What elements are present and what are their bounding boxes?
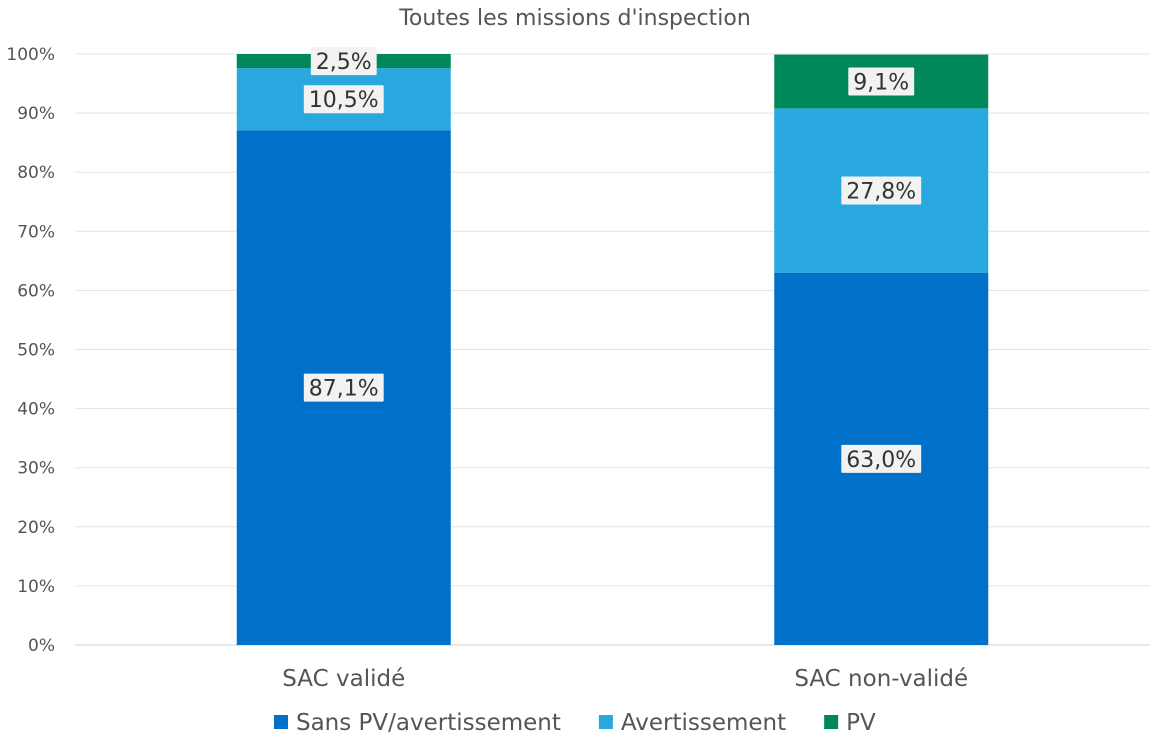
y-axis: 0% 10% 20% 30% 40% 50% 60% 70% 80% 90% 100% bbox=[6, 45, 55, 656]
data-label: 2,5% bbox=[310, 47, 377, 76]
data-label: 9,1% bbox=[848, 67, 915, 96]
y-tick-label: 60% bbox=[17, 281, 55, 301]
chart-title: Toutes les missions d'inspection bbox=[398, 6, 751, 31]
legend-swatch bbox=[824, 715, 839, 729]
y-tick-label: 30% bbox=[17, 459, 55, 479]
data-label-text: 63,0% bbox=[846, 448, 916, 473]
y-tick-label: 20% bbox=[17, 518, 55, 538]
gridlines bbox=[75, 53, 1150, 646]
x-category-label: SAC non-validé bbox=[794, 666, 968, 692]
data-label-text: 27,8% bbox=[846, 180, 916, 205]
legend-label: PV bbox=[846, 710, 876, 736]
bars: 87,1% 63,0% 10,5% 27,8% 2,5% 9,1% bbox=[236, 47, 989, 645]
legend-item: Avertissement bbox=[598, 710, 786, 736]
legend: Sans PV/avertissement Avertissement PV bbox=[273, 710, 876, 736]
data-label-box bbox=[841, 176, 922, 205]
y-tick-label: 70% bbox=[17, 222, 55, 242]
legend-swatch bbox=[273, 715, 288, 729]
data-label: 63,0% bbox=[841, 444, 922, 473]
y-tick-label: 0% bbox=[28, 636, 55, 656]
y-tick-label: 50% bbox=[17, 341, 55, 361]
data-label: 10,5% bbox=[303, 85, 384, 114]
y-tick-label: 100% bbox=[6, 45, 55, 65]
data-label-text: 10,5% bbox=[309, 88, 379, 113]
data-label-text: 2,5% bbox=[316, 50, 372, 75]
y-tick-label: 10% bbox=[17, 577, 55, 597]
data-label: 87,1% bbox=[303, 373, 384, 402]
legend-label: Sans PV/avertissement bbox=[296, 710, 561, 736]
legend-label: Avertissement bbox=[621, 710, 786, 736]
y-tick-label: 90% bbox=[17, 104, 55, 124]
legend-swatch bbox=[598, 715, 613, 729]
data-label-text: 9,1% bbox=[853, 70, 909, 95]
x-category-label: SAC validé bbox=[282, 666, 405, 692]
y-tick-label: 40% bbox=[17, 400, 55, 420]
y-tick-label: 80% bbox=[17, 163, 55, 183]
legend-item: PV bbox=[824, 710, 876, 736]
data-label-box bbox=[848, 67, 915, 96]
data-label-box bbox=[841, 444, 922, 473]
data-label-box bbox=[303, 373, 384, 402]
data-label-text: 87,1% bbox=[309, 377, 379, 402]
data-label-box bbox=[303, 85, 384, 114]
data-label: 27,8% bbox=[841, 176, 922, 205]
data-label-box bbox=[310, 47, 377, 76]
legend-item: Sans PV/avertissement bbox=[273, 710, 561, 736]
x-axis: SAC validé SAC non-validé bbox=[282, 666, 968, 692]
